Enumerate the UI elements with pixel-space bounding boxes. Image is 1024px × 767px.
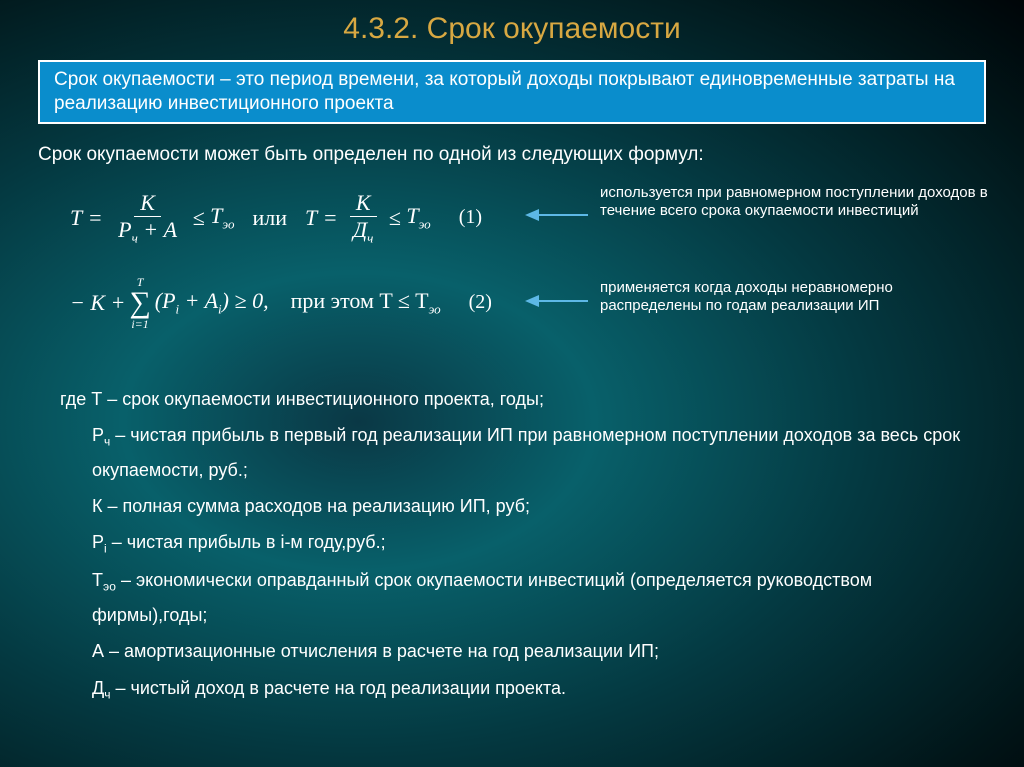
- l3-sym: Р: [92, 532, 104, 552]
- l1-sym: Р: [92, 425, 104, 445]
- legend-line-6: Дч – чистый доход в расчете на год реали…: [92, 671, 986, 706]
- legend-line-1: Рч – чистая прибыль в первый год реализа…: [92, 418, 986, 488]
- arrow-2-head: [525, 295, 539, 307]
- annotation-1: используется при равномерном поступлении…: [600, 184, 990, 222]
- f1-var2: T: [305, 205, 317, 231]
- f2-open: (P: [155, 288, 176, 313]
- f1-or: или: [252, 205, 287, 231]
- equals: =: [82, 205, 108, 231]
- l1-text: – чистая прибыль в первый год реализации…: [92, 425, 960, 480]
- f1-den-base: P: [118, 217, 131, 242]
- legend-line-2: К – полная сумма расходов на реализацию …: [92, 489, 986, 523]
- f1-le2-sub: эо: [419, 216, 431, 231]
- f1-number: (1): [459, 206, 482, 229]
- legend: где Т – срок окупаемости инвестиционного…: [60, 382, 986, 707]
- annotation-2: применяется когда доходы неравномерно ра…: [600, 279, 990, 317]
- f1-frac1-num: K: [134, 190, 161, 217]
- legend-line-3: Рi – чистая прибыль в i-м году,руб.;: [92, 525, 986, 560]
- slide-title: 4.3.2. Срок окупаемости: [0, 0, 1024, 46]
- f1-le1: Tэо: [210, 203, 234, 232]
- f2-cond: при этом T ≤ Tэо: [291, 288, 441, 317]
- f2-close: ) ≥ 0,: [222, 288, 269, 313]
- f2-sum-bottom: i=1: [131, 318, 148, 330]
- legend-line-4: Тэо – экономически оправданный срок окуп…: [92, 563, 986, 633]
- f1-frac2-den-base: Д: [353, 217, 367, 242]
- definition-box: Срок окупаемости – это период времени, з…: [38, 60, 986, 124]
- arrow-1-line: [538, 214, 588, 216]
- f1-le2-base: T: [406, 203, 418, 228]
- l3-text: – чистая прибыль в i-м году,руб.;: [107, 532, 386, 552]
- f1-frac1-den: Pч + A: [112, 217, 183, 246]
- f2-number: (2): [469, 291, 492, 314]
- l4-text: – экономически оправданный срок окупаемо…: [92, 570, 872, 625]
- le-sign: ≤: [187, 205, 210, 231]
- f1-le1-base: T: [210, 203, 222, 228]
- arrow-2-line: [538, 300, 588, 302]
- f1-var: T: [70, 205, 82, 231]
- sigma-icon: ∑: [129, 288, 150, 318]
- f1-frac1: K Pч + A: [112, 190, 183, 246]
- f2-prefix: − K +: [70, 290, 125, 316]
- f1-le2: Tэо: [406, 203, 430, 232]
- f1-frac2-num: K: [350, 190, 377, 217]
- formula-1: T = K Pч + A ≤ Tэо или T = K Дч ≤ Tэо: [70, 190, 482, 246]
- f2-cond-pre: при этом T ≤ T: [291, 288, 429, 313]
- arrow-1-head: [525, 209, 539, 221]
- legend-line-5: А – амортизационные отчисления в расчете…: [92, 634, 986, 668]
- f1-frac2: K Дч: [347, 190, 379, 246]
- formula-2: − K + T ∑ i=1 (Pi + Ai) ≥ 0, при этом T …: [70, 276, 492, 330]
- l6-text: – чистый доход в расчете на год реализац…: [110, 678, 566, 698]
- f2-body: (Pi + Ai) ≥ 0,: [155, 288, 269, 317]
- f1-frac2-den: Дч: [347, 217, 379, 246]
- l6-sym: Д: [92, 678, 104, 698]
- f2-sigma: T ∑ i=1: [129, 276, 150, 330]
- f1-frac2-den-sub: ч: [367, 230, 373, 245]
- f1-le1-sub: эо: [222, 216, 234, 231]
- equals2: =: [317, 205, 343, 231]
- f2-cond-sub: эо: [429, 301, 441, 316]
- le-sign2: ≤: [383, 205, 406, 231]
- legend-line-0: где Т – срок окупаемости инвестиционного…: [60, 382, 986, 416]
- formulas-area: T = K Pч + A ≤ Tэо или T = K Дч ≤ Tэо: [0, 184, 1024, 364]
- f2-mid: + A: [179, 288, 218, 313]
- l4-sub: эо: [103, 579, 116, 593]
- intro-text: Срок окупаемости может быть определен по…: [38, 144, 986, 166]
- f1-den-plus: + A: [138, 217, 177, 242]
- l4-sym: Т: [92, 570, 103, 590]
